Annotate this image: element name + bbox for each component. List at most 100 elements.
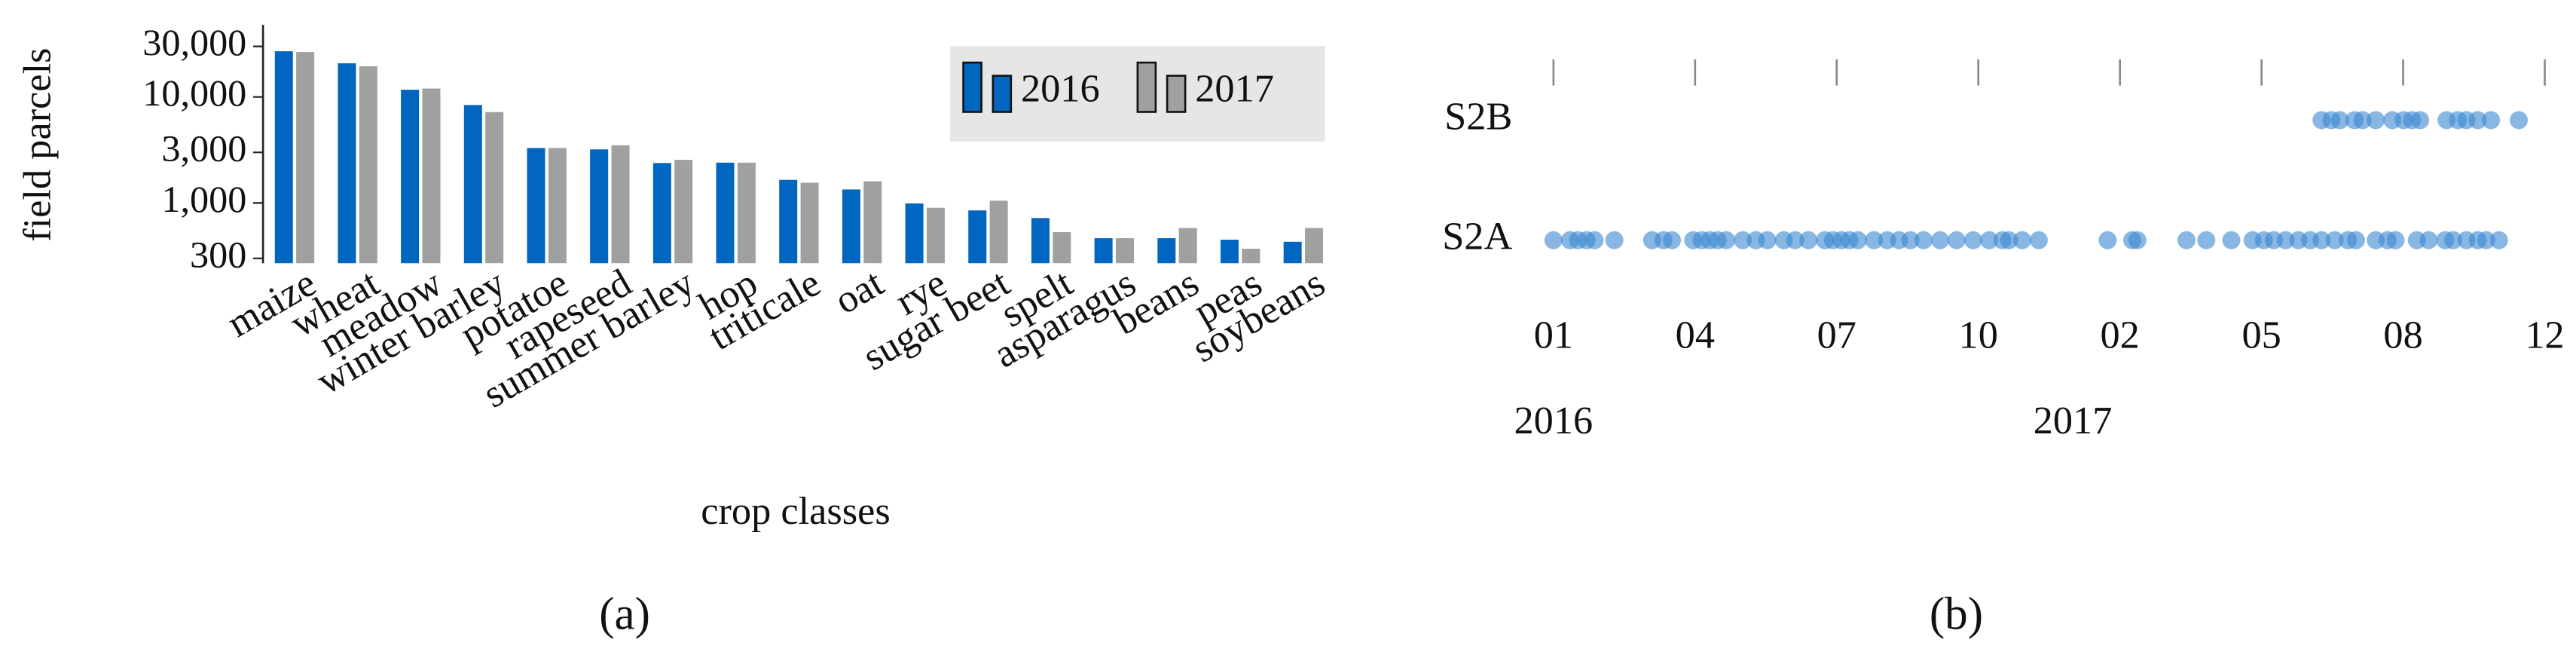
bar <box>274 50 293 264</box>
legend-swatch <box>962 61 982 113</box>
bar <box>968 210 987 264</box>
bar <box>1157 238 1176 264</box>
subfigure-label: (a) <box>599 589 650 640</box>
acquisition-point <box>2510 111 2529 130</box>
acquisition-point <box>2276 231 2295 249</box>
acquisition-point <box>2353 111 2372 130</box>
acquisition-point <box>1848 231 1867 249</box>
acquisition-point <box>2489 231 2508 249</box>
legend-label: 2016 <box>1021 66 1100 110</box>
x-tick-label: oat <box>827 261 891 323</box>
bar <box>1115 238 1134 264</box>
legend-swatch <box>992 75 1013 113</box>
acquisition-point <box>2477 231 2495 249</box>
bar <box>652 163 671 264</box>
bar <box>905 203 924 264</box>
acquisition-point <box>2482 111 2501 130</box>
acquisition-point <box>1605 231 1624 249</box>
x-tick-label: 04 <box>1676 314 1715 357</box>
y-tick-label: 300 <box>190 233 246 275</box>
acquisition-point <box>1980 231 1999 249</box>
x-axis-label: crop classes <box>701 489 891 533</box>
bar <box>527 148 545 264</box>
acquisition-point <box>2012 231 2031 249</box>
bar <box>674 160 693 264</box>
acquisition-point <box>1734 231 1752 249</box>
acquisition-point <box>2468 111 2487 130</box>
acquisition-point <box>2029 231 2048 249</box>
x-tick-label: 12 <box>2525 314 2564 357</box>
bar <box>737 162 756 264</box>
acquisition-point <box>1901 231 1920 249</box>
acquisition-point <box>2386 231 2405 249</box>
bar <box>779 179 798 264</box>
acquisition-point <box>2325 231 2344 249</box>
acquisition-point <box>1717 231 1736 249</box>
acquisition-point <box>1799 231 1818 249</box>
bar <box>1220 240 1239 264</box>
acquisition-point <box>2367 111 2385 130</box>
y-tick-label: 10,000 <box>142 72 246 114</box>
acquisition-point <box>1947 231 1966 249</box>
bar <box>422 88 441 264</box>
bar <box>716 162 735 264</box>
year-label: 2017 <box>2034 399 2113 442</box>
bar <box>1242 248 1260 264</box>
acquisition-point <box>1865 231 1884 249</box>
acquisition-point <box>2000 231 2018 249</box>
acquisition-point <box>1663 231 1682 249</box>
acquisition-point <box>1585 231 1604 249</box>
y-tick-label: 1,000 <box>161 178 246 220</box>
bar <box>989 200 1008 264</box>
series-label: S2B <box>1444 94 1512 138</box>
bar <box>842 189 860 264</box>
year-label: 2016 <box>1514 399 1594 442</box>
bar <box>1053 232 1071 264</box>
acquisition-point <box>1914 231 1933 249</box>
acquisition-point <box>2411 111 2430 130</box>
legend-swatch <box>1136 61 1157 113</box>
acquisition-point <box>1544 231 1563 249</box>
y-tick-label: 3,000 <box>161 127 246 170</box>
x-tick-label: 08 <box>2383 314 2422 357</box>
acquisition-point <box>2346 231 2365 249</box>
bar <box>1031 218 1050 264</box>
bar <box>485 112 504 264</box>
acquisition-point <box>2330 111 2349 130</box>
bar <box>359 66 377 264</box>
legend-label: 2017 <box>1195 66 1274 110</box>
bar <box>296 52 315 264</box>
x-tick-label: 10 <box>1959 314 1998 357</box>
x-tick-label: 05 <box>2241 314 2281 357</box>
y-tick-label: 30,000 <box>142 21 246 63</box>
x-tick-label: 01 <box>1534 314 1573 357</box>
acquisition-point <box>2128 231 2147 249</box>
acquisition-point <box>2444 231 2463 249</box>
bar <box>611 145 630 264</box>
acquisition-point <box>1786 231 1804 249</box>
y-axis-label: field parcels <box>16 47 60 241</box>
x-tick-label: 07 <box>1817 314 1856 357</box>
bar <box>863 181 882 264</box>
acquisition-point <box>2098 231 2117 249</box>
bar <box>548 148 567 264</box>
acquisition-point <box>2222 231 2241 249</box>
series-label: S2A <box>1442 215 1512 259</box>
bar <box>1178 228 1197 264</box>
subfigure-label: (b) <box>1930 589 1983 640</box>
acquisition-point <box>1758 231 1777 249</box>
bar <box>1283 241 1302 264</box>
acquisition-point <box>2312 231 2331 249</box>
acquisition-point <box>1930 231 1949 249</box>
bar <box>1305 228 1324 264</box>
bar <box>463 105 482 264</box>
acquisition-point <box>1963 231 1982 249</box>
bar <box>590 149 609 264</box>
bar <box>926 207 945 264</box>
bar <box>401 90 420 264</box>
acquisition-point <box>2197 231 2216 249</box>
bar <box>1094 238 1113 264</box>
bar <box>800 182 819 264</box>
x-tick-label: 02 <box>2101 314 2140 357</box>
